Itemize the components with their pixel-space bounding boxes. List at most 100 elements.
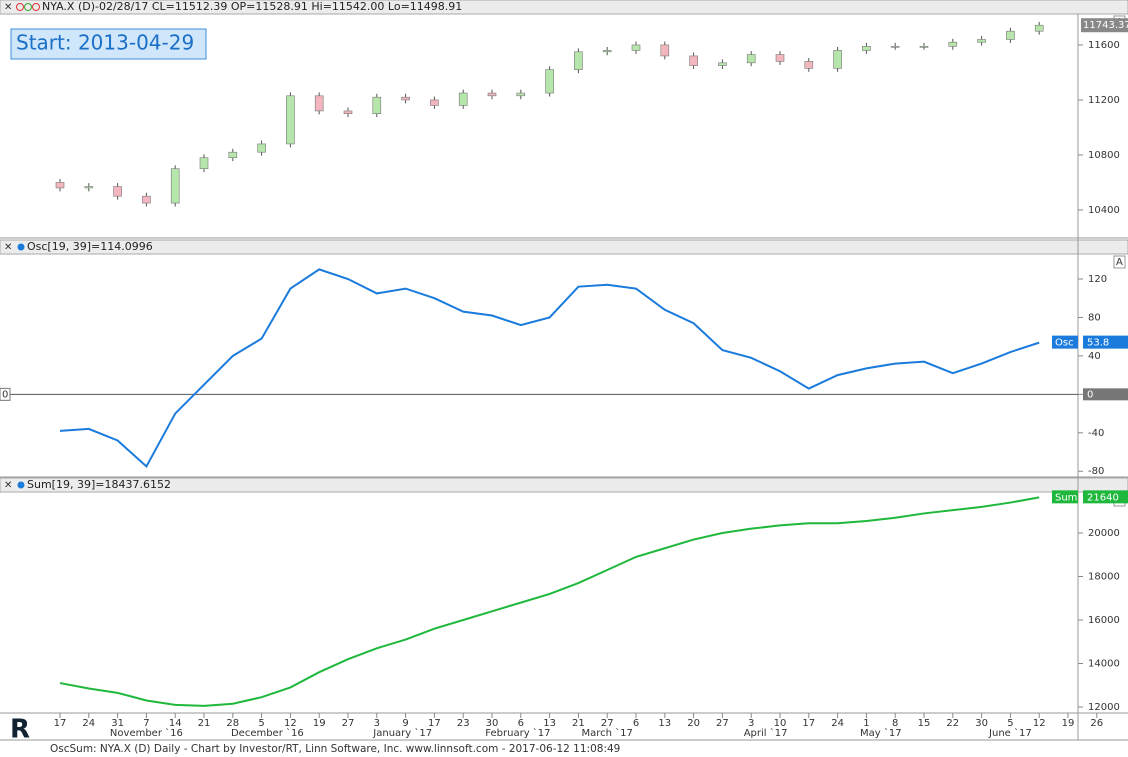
x-tick-label: 13: [543, 718, 556, 729]
candle-body: [574, 51, 583, 70]
candle-body: [286, 95, 295, 145]
candle-body: [545, 69, 554, 94]
last-price: 11743.37: [1083, 20, 1128, 31]
candle-body: [314, 95, 324, 112]
month-label: April `17: [744, 727, 788, 739]
y-tick-label: 18000: [1088, 572, 1120, 583]
sum-title: Sum[19, 39]=18437.6152: [27, 478, 171, 491]
candle-body: [55, 182, 65, 189]
x-tick-label: 6: [518, 718, 524, 729]
x-tick-label: 15: [918, 718, 931, 729]
last-value-box: [1083, 490, 1128, 504]
series-line: [59, 268, 1040, 469]
y-tick-label: 80: [1088, 312, 1101, 323]
zero-label: 0: [1087, 389, 1093, 400]
candle-body: [977, 39, 986, 43]
x-tick-label: 24: [831, 718, 844, 729]
x-tick-label: 7: [143, 718, 149, 729]
x-tick-label: 17: [428, 718, 441, 729]
autoscale-button[interactable]: [1113, 255, 1126, 269]
y-tick-label: 11200: [1088, 95, 1120, 106]
start-annotation: Start: 2013-04-29: [16, 31, 194, 55]
footer: OscSum: NYA.X (D) Daily - Chart by Inves…: [50, 743, 620, 755]
x-tick-label: 8: [892, 718, 898, 729]
x-tick-label: 28: [226, 718, 239, 729]
candle-body: [142, 195, 151, 204]
candle-body: [516, 92, 526, 97]
x-tick-label: 5: [258, 718, 264, 729]
x-tick-label: 21: [198, 718, 211, 729]
autoscale-label[interactable]: A: [1116, 257, 1123, 268]
last-value-box: [1083, 335, 1128, 349]
candle-body: [919, 46, 929, 48]
x-tick-label: 1: [863, 718, 869, 729]
y-tick-label: 40: [1088, 351, 1101, 362]
series-name-box: [1052, 335, 1078, 349]
candle-body: [458, 92, 468, 106]
candle-body: [228, 151, 238, 158]
last-value: 53.8: [1087, 338, 1109, 349]
x-tick-label: 21: [572, 718, 585, 729]
x-tick-label: 27: [342, 718, 355, 729]
month-label: May `17: [860, 727, 902, 739]
last-value: 21640: [1087, 492, 1119, 503]
month-label: January `17: [372, 727, 432, 739]
month-label: March `17: [582, 727, 633, 739]
month-label: June `17: [988, 727, 1032, 739]
candle-body: [631, 44, 641, 51]
y-tick-label: 120: [1088, 274, 1107, 285]
y-tick-label: 10400: [1088, 205, 1120, 216]
x-tick-label: 17: [802, 718, 815, 729]
x-tick-label: 30: [486, 718, 499, 729]
candle-body: [718, 62, 727, 66]
series-name-box: [1052, 490, 1078, 504]
y-tick-label: 16000: [1088, 615, 1120, 626]
series-line: [59, 496, 1040, 707]
x-tick-label: 6: [633, 718, 639, 729]
x-tick-label: 9: [402, 718, 408, 729]
x-tick-label: 12: [1033, 718, 1046, 729]
zero-label-left: 0: [2, 389, 8, 400]
logo: R: [10, 715, 30, 745]
candle-body: [430, 99, 439, 106]
candle-body: [343, 110, 353, 114]
candle-body: [257, 143, 266, 153]
last-price-box: [1081, 18, 1128, 33]
start-box: [10, 28, 207, 60]
month-label: November `16: [110, 727, 183, 739]
candle-body: [804, 61, 814, 69]
x-tick-label: 17: [54, 718, 67, 729]
candle-body: [487, 92, 497, 97]
x-tick-label: 13: [658, 718, 671, 729]
x-tick-label: 3: [374, 718, 380, 729]
y-tick-label: 14000: [1088, 659, 1120, 670]
x-tick-label: 31: [111, 718, 124, 729]
x-tick-label: 27: [716, 718, 729, 729]
candle-body: [401, 96, 410, 101]
month-label: December `16: [231, 727, 304, 739]
x-tick-label: 22: [946, 718, 959, 729]
candle-body: [746, 54, 756, 64]
x-tick-label: 19: [1062, 718, 1075, 729]
x-tick-label: 26: [1090, 718, 1103, 729]
y-tick-label: 10800: [1088, 150, 1120, 161]
candle-body: [775, 54, 785, 62]
y-tick-label: -40: [1088, 428, 1104, 439]
zero-box: [1083, 388, 1128, 401]
candle-body: [113, 186, 122, 197]
x-tick-label: 27: [601, 718, 614, 729]
candle-body: [890, 46, 900, 48]
x-tick-label: 14: [169, 718, 182, 729]
candle-body: [862, 46, 871, 51]
y-tick-label: -80: [1088, 466, 1104, 477]
svg-text:R: R: [10, 715, 30, 745]
candle-body: [372, 96, 382, 114]
x-tick-label: 10: [774, 718, 787, 729]
y-tick-label: 20000: [1088, 528, 1120, 539]
zero-box-left: [0, 387, 11, 401]
price-title: NYA.X (D)-02/28/17 CL=11512.39 OP=11528.…: [42, 0, 462, 13]
y-tick-label: 12000: [1088, 702, 1120, 713]
osc-title: Osc[19, 39]=114.0996: [27, 240, 153, 253]
candle-body: [1034, 24, 1044, 32]
